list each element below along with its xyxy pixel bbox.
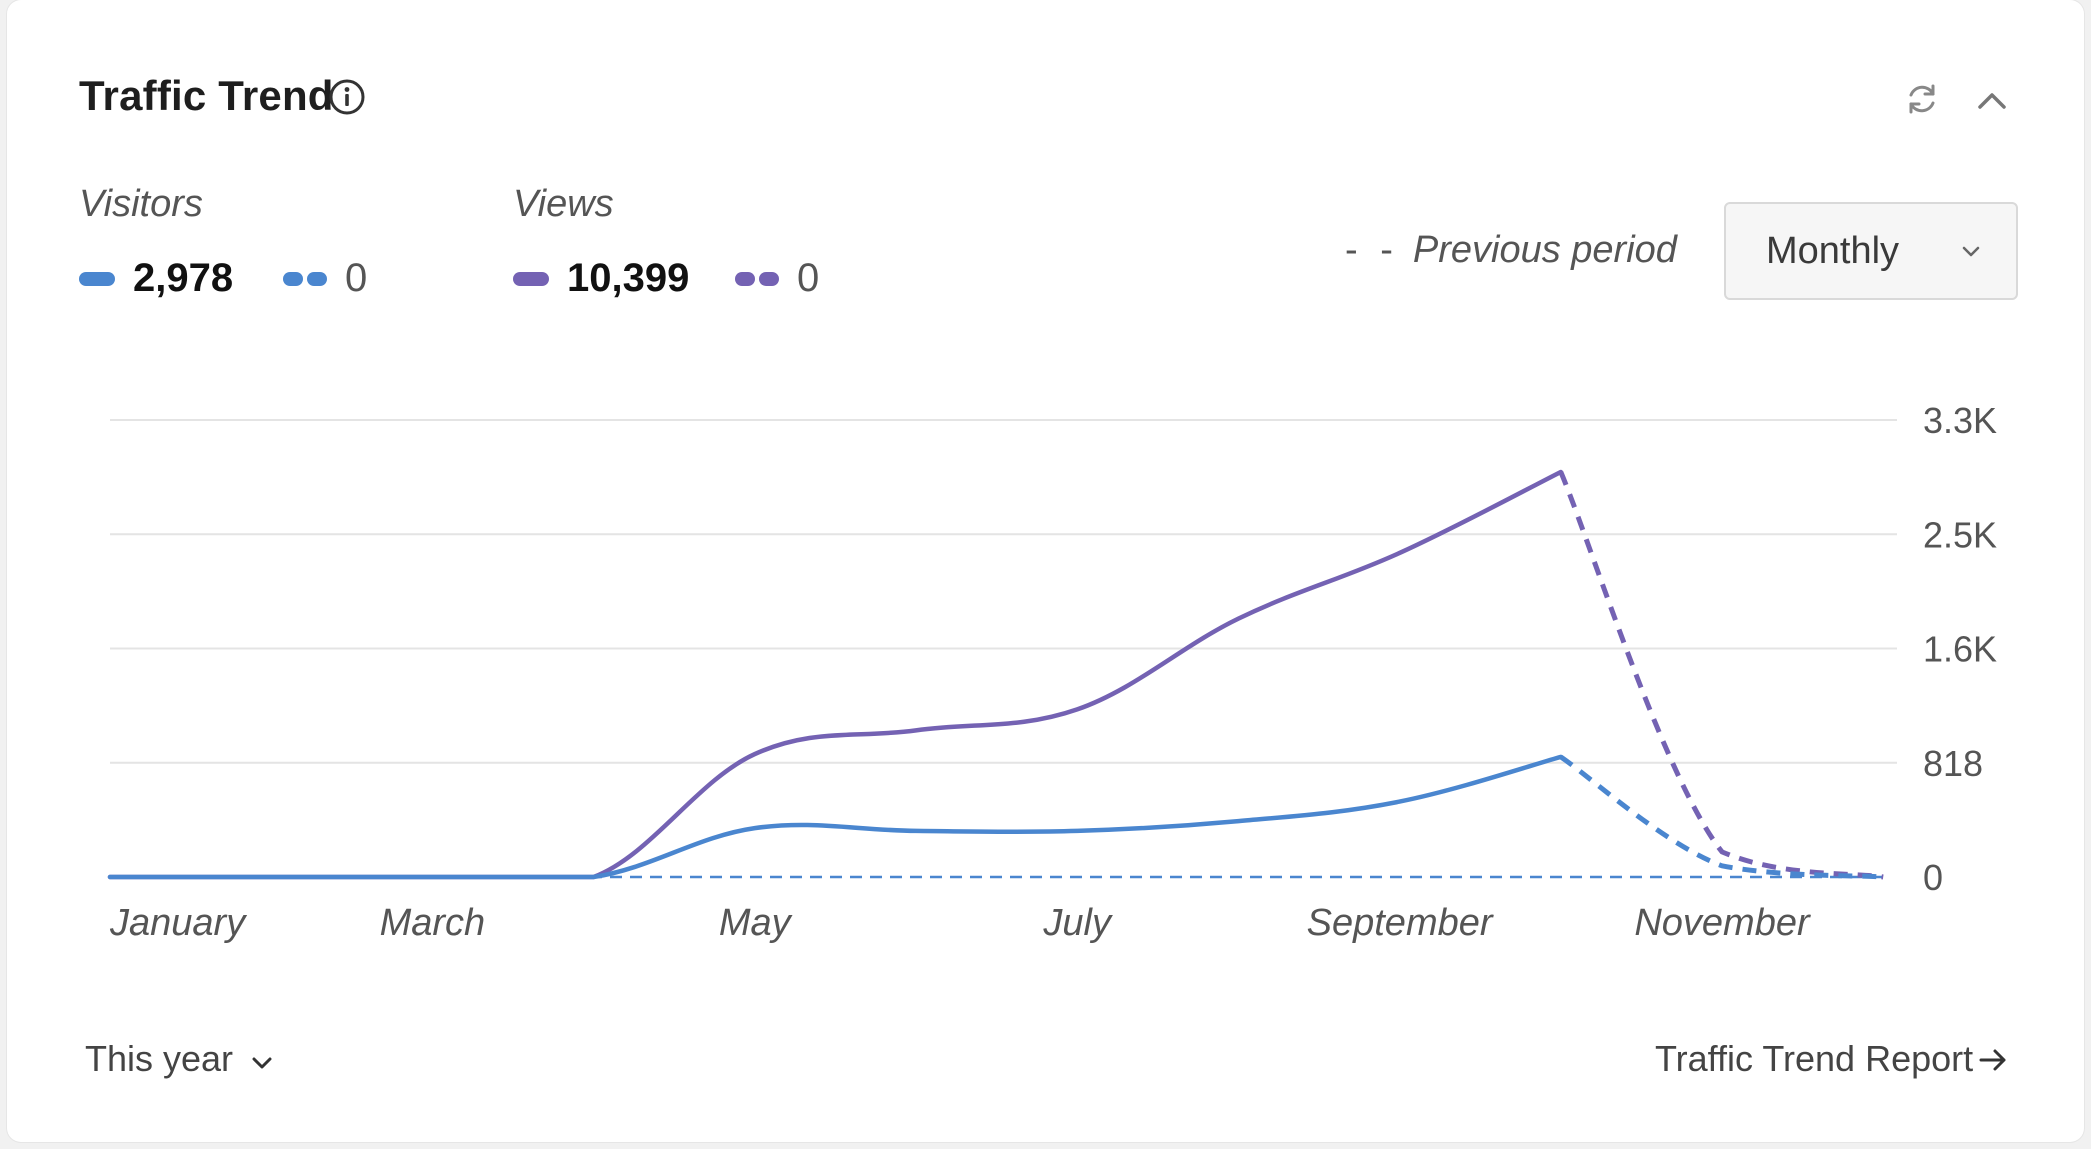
views-line-incomplete	[1558, 470, 1884, 880]
chevron-up-icon[interactable]	[1972, 81, 2012, 121]
views-previous-value: 0	[797, 256, 820, 300]
previous-period-legend: - - Previous period	[1345, 229, 1677, 272]
visitors-label: Visitors	[79, 183, 203, 225]
y-tick-label: 3.3K	[1923, 400, 1997, 441]
arrow-right-icon[interactable]	[1975, 1042, 2011, 1078]
chart-grid	[110, 419, 1897, 764]
x-tick-label: March	[380, 902, 486, 944]
y-axis: 0 818 1.6K 2.5K 3.3K	[1923, 400, 1997, 898]
views-label: Views	[513, 183, 614, 225]
info-circle-icon[interactable]	[327, 77, 367, 117]
period-select-value: Monthly	[1766, 230, 1900, 272]
traffic-trend-card: Traffic Trend Visitors 2,978 0 Views 10,…	[7, 0, 2084, 1142]
y-tick-label: 1.6K	[1923, 629, 1997, 670]
visitors-line	[107, 754, 1564, 880]
chevron-down-icon	[1962, 246, 1980, 257]
x-tick-label: July	[1042, 902, 1113, 944]
x-axis: January March May July September November	[109, 902, 1811, 944]
y-tick-label: 0	[1923, 857, 1943, 898]
visitors-value: 2,978	[133, 256, 234, 300]
x-tick-label: September	[1307, 902, 1494, 944]
period-select[interactable]: Monthly	[1724, 202, 2018, 300]
chevron-down-icon[interactable]	[247, 1048, 277, 1078]
traffic-trend-report-link[interactable]: Traffic Trend Report	[1655, 1038, 1974, 1079]
widget-title: Traffic Trend	[79, 72, 334, 119]
date-range-select[interactable]: This year	[85, 1038, 234, 1079]
visitors-previous-value: 0	[345, 256, 368, 300]
traffic-trend-chart: 0 818 1.6K 2.5K 3.3K January March May July Sept…	[107, 400, 1997, 944]
x-tick-label: November	[1634, 902, 1811, 944]
views-value: 10,399	[567, 256, 690, 300]
chart-series	[107, 469, 1885, 880]
views-legend-swatch	[513, 272, 549, 286]
previous-period-label: Previous period	[1412, 229, 1677, 271]
previous-period-dash: - -	[1345, 229, 1399, 271]
visitors-legend-swatch	[79, 272, 115, 286]
x-tick-label: May	[719, 902, 793, 944]
visitors-line-incomplete	[1559, 754, 1884, 880]
visitors-previous-swatch	[283, 272, 327, 286]
views-line	[107, 469, 1564, 880]
y-tick-label: 2.5K	[1923, 514, 1997, 555]
x-tick-label: January	[109, 902, 247, 944]
y-tick-label: 818	[1923, 743, 1983, 784]
views-previous-swatch	[735, 272, 779, 286]
refresh-icon[interactable]	[1902, 79, 1942, 119]
